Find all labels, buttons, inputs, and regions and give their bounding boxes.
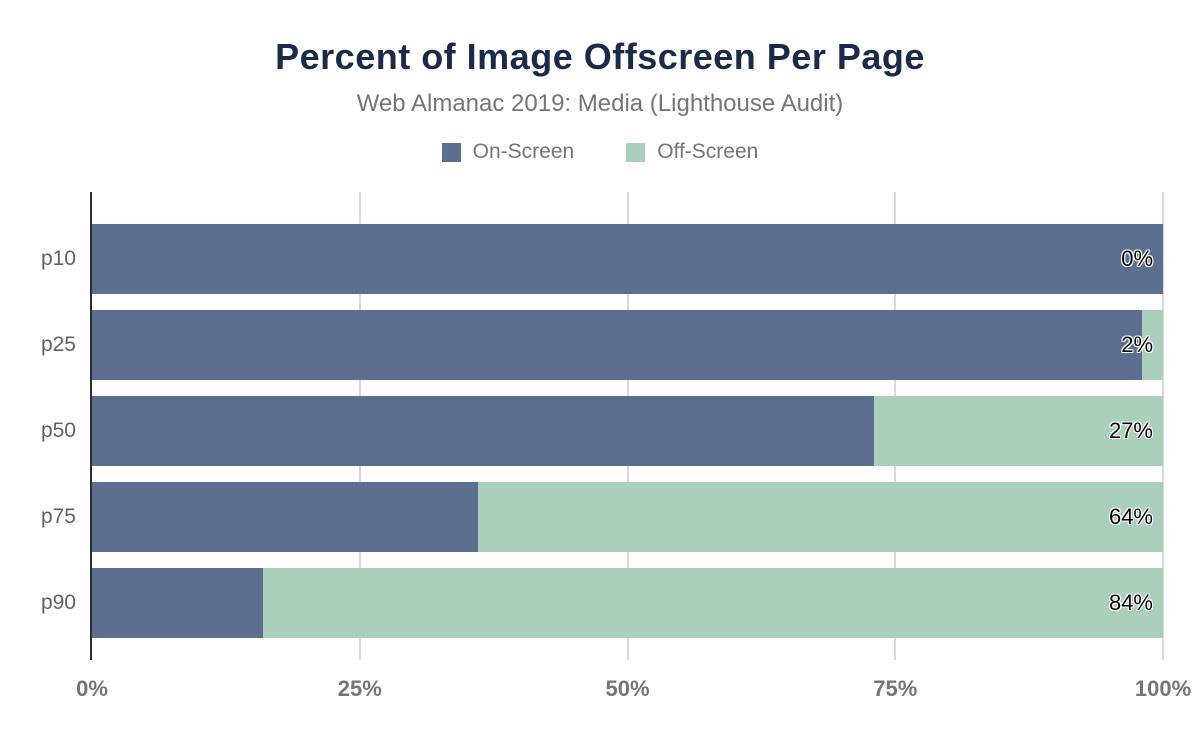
- legend-swatch: [441, 142, 461, 162]
- x-tick-label: 100%: [1134, 676, 1192, 701]
- bar-value-label: 0%: [1121, 246, 1153, 271]
- y-axis-label: p75: [40, 505, 76, 528]
- bar-segment-off-screen: [477, 482, 1163, 552]
- bar-segment-on-screen: [92, 310, 1142, 380]
- y-axis-label: p90: [40, 591, 76, 614]
- grid-line: [1162, 192, 1164, 660]
- x-tick-label: 25%: [337, 676, 382, 701]
- legend-label: On-Screen: [472, 140, 575, 163]
- bar-value-label: 84%: [1108, 590, 1153, 615]
- bar-row-p90: p90 84%: [41, 568, 1163, 638]
- bar-track: 84%: [92, 568, 1163, 638]
- bar-segment-on-screen: [92, 482, 478, 552]
- bar-track: 2%: [92, 310, 1163, 380]
- bar-track: 64%: [92, 482, 1163, 552]
- legend-swatch: [626, 142, 646, 162]
- x-tick-label: 50%: [605, 676, 650, 701]
- legend-item-on-screen: On-Screen: [441, 140, 575, 164]
- y-axis-label: p50: [40, 419, 76, 442]
- x-tick-label: 75%: [873, 676, 918, 701]
- bar-value-label: 64%: [1108, 504, 1153, 529]
- legend-item-off-screen: Off-Screen: [626, 140, 758, 164]
- chart-subtitle: Web Almanac 2019: Media (Lighthouse Audi…: [356, 90, 844, 117]
- bar-track: 0%: [92, 224, 1163, 294]
- y-axis-label: p25: [40, 333, 76, 356]
- x-tick-label: 0%: [76, 676, 108, 701]
- bar-value-label: 27%: [1108, 418, 1153, 443]
- bar-segment-on-screen: [92, 224, 1163, 294]
- legend-label: Off-Screen: [657, 140, 759, 163]
- bar-track: 27%: [92, 396, 1163, 466]
- bar-row-p25: p25 2%: [41, 310, 1163, 380]
- bar-row-p50: p50 27%: [41, 396, 1163, 466]
- legend: On-Screen Off-Screen: [0, 140, 1200, 164]
- plot-area: p10 0% p25 2% p50 27% p75 64% p90 84% 0% 25% 50% 75%…: [41, 192, 1191, 701]
- bar-segment-on-screen: [92, 396, 874, 466]
- bar-segment-off-screen: [263, 568, 1163, 638]
- y-axis-label: p10: [40, 247, 76, 270]
- chart-title: Percent of Image Offscreen Per Page: [275, 36, 925, 77]
- bar-rows: p10 0% p25 2% p50 27% p75 64% p90 84%: [41, 192, 1163, 660]
- bar-row-p75: p75 64%: [41, 482, 1163, 552]
- bar-row-p10: p10 0%: [41, 224, 1163, 294]
- bar-segment-off-screen: [1141, 310, 1163, 380]
- bar-segment-on-screen: [92, 568, 264, 638]
- x-axis: 0% 25% 50% 75% 100%: [76, 660, 1191, 704]
- bar-segment-off-screen: [873, 396, 1163, 466]
- bar-value-label: 2%: [1121, 332, 1153, 357]
